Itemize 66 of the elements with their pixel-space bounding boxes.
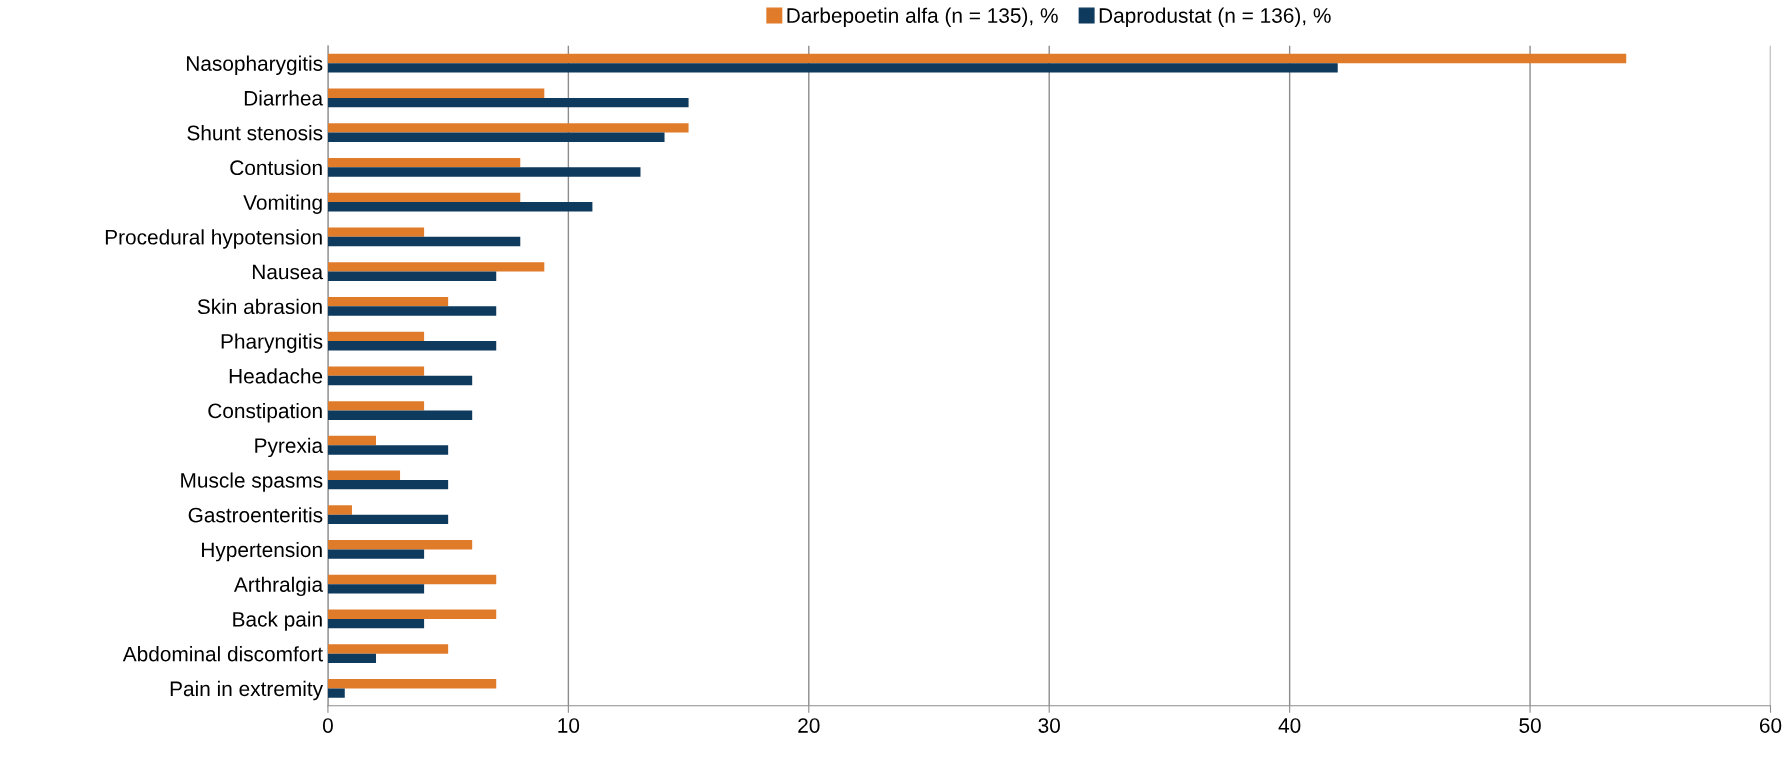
y-tick-label: Hypertension [202,541,322,562]
bar [327,584,425,594]
bar [327,688,345,698]
bar [327,63,1338,73]
y-tick-label: Skin abrasion [197,298,322,315]
bar [327,157,521,168]
bar [327,341,497,351]
x-tick-label: 30 [1038,718,1060,733]
bar [327,202,593,212]
y-tick-label: Arthralgia [233,576,324,597]
bar [327,574,497,585]
y-tick-label: Pharyngitis [221,333,323,353]
x-tick-label: 20 [798,718,820,733]
x-tick-label: 50 [1519,718,1541,733]
bar [327,479,449,490]
legend-label: Daprodustat (n = 136), % [1099,7,1331,28]
y-tick-label: Pyrexia [255,437,324,458]
y-tick-label: Back pain [233,611,322,631]
bar [327,618,425,629]
bar [327,331,425,342]
bar [327,167,641,177]
bar [327,366,425,376]
bar [327,132,665,142]
bar [327,435,377,446]
y-tick-label: Pain in extremity [170,680,324,701]
bar [327,410,473,420]
bar [327,271,497,281]
y-tick-label: Diarrhea [244,90,324,106]
bar [327,540,473,550]
bar [327,192,521,203]
y-tick-label: Gastroenteritis [188,507,323,523]
x-tick-label: 40 [1278,718,1301,733]
bar [327,514,449,525]
bar [327,306,497,316]
bar [327,549,425,559]
y-tick-label: Shunt stenosis [187,125,323,141]
bar [327,609,497,619]
y-tick-label: Procedural hypotension [105,229,322,249]
y-tick-label: Nausea [252,264,324,280]
y-tick-label: Abdominal discomfort [122,646,323,662]
x-tick-label: 0 [322,718,333,733]
bar [327,88,545,98]
bar [327,679,497,689]
bar [327,401,425,411]
x-tick-label: 60 [1759,718,1782,733]
bar [327,445,449,455]
x-tick-label: 10 [558,718,580,733]
bar [327,236,521,247]
bar [327,296,449,307]
bar [327,644,449,654]
y-tick-label: Contusion [230,159,322,176]
legend-label: Darbepoetin alfa (n = 135), % [787,7,1058,28]
bar [327,97,689,108]
y-tick-label: Constipation [208,402,322,423]
bar [327,262,545,272]
y-tick-label: Headache [229,368,323,384]
bar [327,505,352,515]
bar [327,653,377,664]
y-tick-label: Nasopharygitis [186,55,323,76]
bar [327,53,1627,64]
bar [327,123,689,133]
y-tick-label: Muscle spasms [181,472,323,492]
y-tick-label: Vomiting [243,194,322,214]
bar [327,227,425,237]
bar [327,375,473,386]
bar [327,470,401,480]
